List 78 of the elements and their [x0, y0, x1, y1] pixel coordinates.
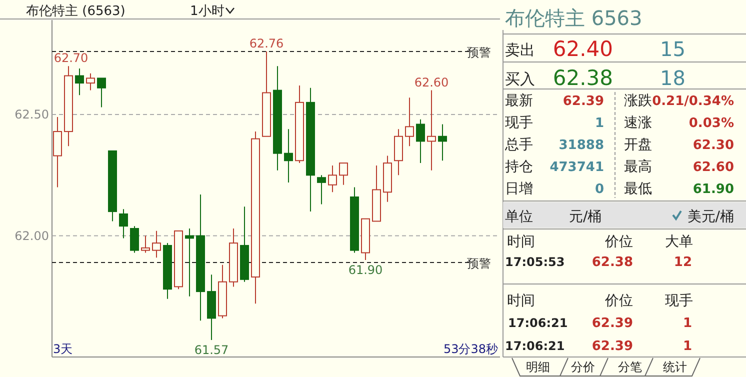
text: 总手	[504, 137, 533, 153]
text: 0.03%	[688, 116, 734, 131]
y-tick-label: 62.00	[14, 228, 49, 243]
text: 17:05:53	[505, 255, 565, 269]
text: 62.39	[592, 339, 633, 354]
text: 单位	[505, 209, 533, 225]
text: 最新	[505, 93, 533, 109]
annotation: 62.60	[414, 75, 449, 90]
text: 买入	[505, 70, 535, 88]
candlestick	[119, 208, 128, 239]
candlestick	[75, 68, 84, 96]
text: 1	[682, 339, 692, 354]
candlestick	[405, 97, 414, 147]
text: 元/桶	[569, 209, 602, 225]
text: 1	[594, 116, 604, 131]
annotation: 61.57	[194, 343, 229, 358]
text: 大单	[665, 234, 693, 250]
text: 速涨	[624, 115, 652, 131]
text: 62.60	[692, 160, 734, 175]
text: 61.90	[692, 182, 734, 197]
candlestick	[339, 162, 348, 186]
candlestick	[86, 72, 95, 91]
annotation: 53分38秒	[443, 342, 498, 356]
chart-subtitle: 1小时	[190, 4, 224, 19]
candlestick	[427, 90, 436, 171]
candlestick	[141, 235, 150, 254]
text: 62.39	[562, 94, 604, 109]
text: 17:06:21	[508, 316, 568, 330]
text: 卖出	[505, 41, 535, 59]
ref-line-label: 预警	[467, 46, 491, 60]
text: 时间	[507, 234, 535, 250]
text: 62.39	[592, 316, 633, 331]
candlestick	[416, 118, 425, 164]
text: 0.21/0.34%	[652, 94, 734, 109]
candlestick	[317, 174, 326, 205]
annotation: 62.70	[54, 51, 88, 66]
text: 现手	[505, 115, 533, 131]
candlestick	[328, 164, 337, 193]
text: 18	[660, 66, 686, 90]
chart-title: 布伦特主 (6563)	[26, 3, 126, 19]
text: 473741	[550, 160, 604, 175]
text: 31888	[558, 138, 604, 153]
annotation: 3天	[53, 342, 73, 356]
text: 分笔	[618, 360, 642, 374]
text: 分价	[571, 360, 595, 374]
candlestick	[97, 78, 106, 108]
text: 价位	[604, 234, 633, 250]
text: 62.38	[552, 66, 613, 90]
text: 12	[674, 255, 692, 270]
annotation: 61.90	[348, 263, 383, 278]
text: 持仓	[505, 159, 533, 175]
text: 价位	[604, 293, 633, 309]
y-tick-label: 62.50	[14, 108, 49, 122]
text: 62.38	[592, 255, 633, 270]
candlestick	[185, 228, 194, 297]
candlestick	[284, 128, 293, 183]
text: 15	[660, 37, 686, 61]
text: 涨跌	[624, 93, 652, 109]
text: 时间	[507, 293, 535, 309]
text: 最高	[624, 159, 652, 175]
text: 0	[594, 182, 604, 197]
text: 明细	[526, 360, 550, 374]
candlestick	[152, 230, 161, 258]
annotation: 62.76	[249, 36, 284, 51]
text: 1	[682, 316, 692, 331]
text: 日增	[505, 181, 533, 197]
candlestick	[438, 124, 447, 162]
text: 统计	[663, 360, 687, 374]
text: 开盘	[624, 137, 652, 153]
candlestick	[130, 226, 139, 254]
text: 现手	[665, 293, 693, 309]
text: 17:06:21	[505, 339, 565, 353]
text: 美元/桶	[687, 209, 734, 225]
text: 62.40	[552, 37, 613, 61]
text: 最低	[624, 181, 652, 197]
text: 布伦特主 6563	[505, 6, 642, 30]
ref-line-label: 预警	[467, 256, 491, 270]
text: 62.30	[692, 138, 734, 153]
